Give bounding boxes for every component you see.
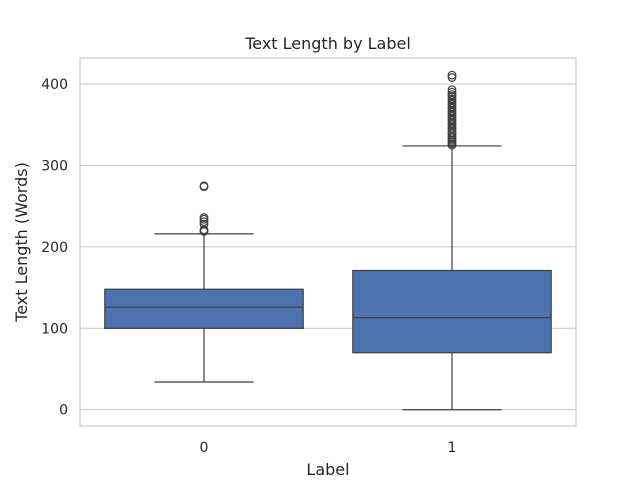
iqr-box — [104, 288, 304, 329]
iqr-box — [352, 269, 552, 354]
box-group-1 — [352, 70, 552, 411]
grid-lines — [80, 83, 576, 411]
outlier-point — [199, 181, 209, 191]
y-tick-label: 0 — [59, 403, 68, 419]
outlier-point — [199, 213, 209, 222]
y-tick-label: 400 — [41, 77, 68, 93]
chart-title: Text Length by Label — [244, 34, 411, 53]
outlier-point — [447, 94, 457, 104]
outlier-point — [447, 85, 457, 95]
x-axis-label: Label — [306, 460, 349, 479]
y-axis-label: Text Length (Words) — [12, 162, 31, 323]
outlier-point — [447, 87, 457, 97]
y-tick-label: 300 — [41, 158, 68, 174]
plot-frame — [79, 57, 577, 427]
y-tick-label: 200 — [41, 240, 68, 256]
y-tick-label: 100 — [41, 321, 68, 337]
x-tick-label: 0 — [200, 440, 209, 456]
box-group-0 — [104, 181, 304, 383]
outlier-point — [447, 90, 457, 100]
y-axis-ticks: 0 100 200 300 400 — [41, 77, 68, 419]
x-tick-label: 1 — [448, 440, 457, 456]
outlier-point — [447, 73, 457, 82]
outlier-point — [199, 217, 209, 227]
outlier-point — [199, 219, 209, 229]
outlier-point — [447, 70, 457, 80]
box-series — [104, 70, 552, 411]
